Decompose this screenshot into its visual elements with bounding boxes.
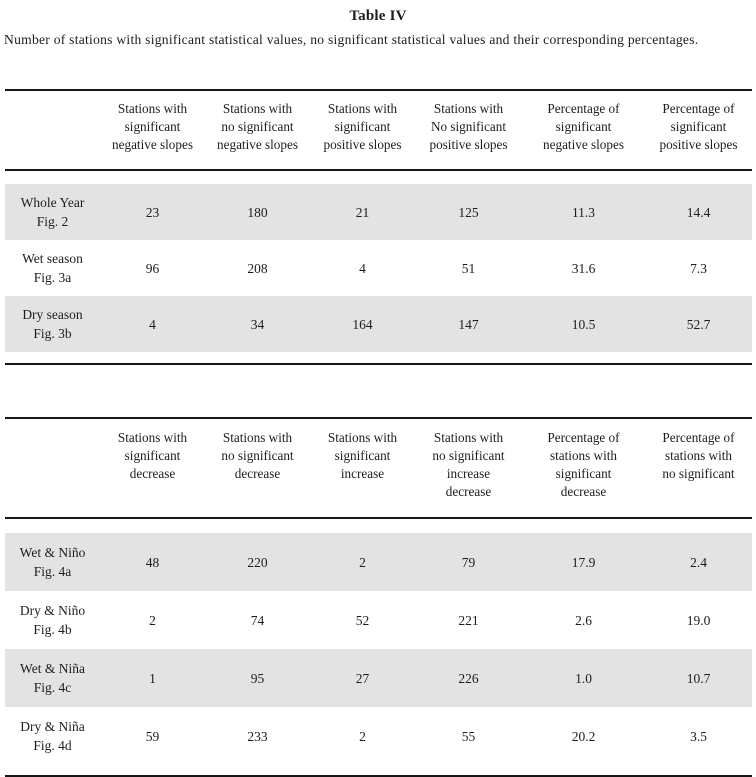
- data-cell: 7.3: [690, 260, 707, 276]
- col-header: Stations with significant increase: [327, 430, 398, 481]
- col-header: Percentage of significant negative slope…: [543, 101, 624, 152]
- table-row: Wet & Niño Fig. 4a 48 220 2 79 17.9 2.4: [5, 533, 752, 591]
- row-label: Dry season Fig. 3b: [22, 307, 83, 341]
- col-header: Stations with significant decrease: [117, 430, 188, 481]
- data-cell: 220: [247, 554, 268, 570]
- data-cell: 21: [355, 204, 370, 220]
- data-cell: 226: [458, 670, 479, 686]
- table-row: Dry season Fig. 3b 4 34 164 147 10.5 52.…: [5, 296, 752, 352]
- data-cell: 79: [461, 554, 476, 570]
- data-cell: 31.6: [571, 260, 596, 276]
- data-cell: 17.9: [571, 554, 596, 570]
- row-label: Dry & Niño Fig. 4b: [19, 603, 86, 637]
- data-cell: 59: [145, 728, 160, 744]
- col-header: Stations with no significant increase de…: [432, 430, 505, 499]
- slopes-table-header-row: Stations with significant negative slope…: [5, 91, 752, 169]
- col-header: Stations with No significant positive sl…: [429, 101, 508, 152]
- data-cell: 51: [461, 260, 476, 276]
- enso-table-header-row: Stations with significant decrease Stati…: [5, 419, 752, 517]
- table-row: Dry & Niño Fig. 4b 2 74 52 221 2.6 19.0: [5, 591, 752, 649]
- data-cell: 1: [149, 670, 156, 686]
- row-label: Wet & Niña Fig. 4c: [20, 661, 85, 695]
- table-row: Wet season Fig. 3a 96 208 4 51 31.6 7.3: [5, 240, 752, 296]
- col-header: Percentage of stations with significant …: [547, 430, 620, 499]
- data-cell: 95: [250, 670, 265, 686]
- data-cell: 2.6: [575, 612, 592, 628]
- header-separator-line: [5, 169, 752, 171]
- data-cell: 180: [247, 204, 268, 220]
- data-cell: 11.3: [571, 204, 596, 220]
- data-cell: 74: [250, 612, 265, 628]
- header-separator-line: [5, 517, 752, 519]
- data-cell: 3.5: [690, 728, 707, 744]
- col-header: Stations with significant positive slope…: [323, 101, 402, 152]
- data-cell: 19.0: [686, 612, 711, 628]
- data-cell: 48: [145, 554, 160, 570]
- data-cell: 20.2: [571, 728, 596, 744]
- row-label: Wet season Fig. 3a: [22, 251, 83, 285]
- data-cell: 4: [149, 316, 156, 332]
- data-cell: 10.5: [571, 316, 596, 332]
- col-header: Percentage of stations with no significa…: [662, 430, 735, 481]
- data-cell: 10.7: [686, 670, 711, 686]
- data-cell: 52: [355, 612, 370, 628]
- table-row: Whole Year Fig. 2 23 180 21 125 11.3 14.…: [5, 184, 752, 240]
- data-cell: 23: [145, 204, 160, 220]
- col-header: Stations with no significant decrease: [221, 430, 294, 481]
- row-label: Whole Year Fig. 2: [20, 195, 85, 229]
- corner-cell: [5, 429, 100, 501]
- data-cell: 221: [458, 612, 479, 628]
- col-header: Percentage of significant positive slope…: [659, 101, 738, 152]
- enso-table: Stations with significant decrease Stati…: [5, 417, 752, 777]
- corner-cell: [5, 100, 100, 154]
- data-cell: 233: [247, 728, 268, 744]
- data-cell: 1.0: [575, 670, 592, 686]
- row-label: Dry & Niña Fig. 4d: [20, 719, 85, 753]
- data-cell: 125: [458, 204, 479, 220]
- data-cell: 34: [250, 316, 265, 332]
- slopes-table-body: Whole Year Fig. 2 23 180 21 125 11.3 14.…: [5, 171, 752, 363]
- table-title: Table IV: [349, 8, 407, 24]
- data-cell: 4: [359, 260, 366, 276]
- row-label: Wet & Niño Fig. 4a: [19, 545, 86, 579]
- data-cell: 96: [145, 260, 160, 276]
- data-cell: 2: [149, 612, 156, 628]
- data-cell: 27: [355, 670, 370, 686]
- data-cell: 55: [461, 728, 476, 744]
- data-cell: 2: [359, 728, 366, 744]
- table-row: Wet & Niña Fig. 4c 1 95 27 226 1.0 10.7: [5, 649, 752, 707]
- data-cell: 147: [458, 316, 479, 332]
- data-cell: 208: [247, 260, 268, 276]
- table-row: Dry & Niña Fig. 4d 59 233 2 55 20.2 3.5: [5, 707, 752, 765]
- col-header: Stations with no significant negative sl…: [217, 101, 298, 152]
- data-cell: 2: [359, 554, 366, 570]
- data-cell: 52.7: [686, 316, 711, 332]
- data-cell: 2.4: [690, 554, 707, 570]
- col-header: Stations with significant negative slope…: [112, 101, 193, 152]
- table-caption: Number of stations with significant stat…: [4, 32, 699, 47]
- data-cell: 164: [352, 316, 373, 332]
- data-cell: 14.4: [686, 204, 711, 220]
- slopes-table: Stations with significant negative slope…: [5, 89, 752, 365]
- enso-table-body: Wet & Niño Fig. 4a 48 220 2 79 17.9 2.4 …: [5, 519, 752, 775]
